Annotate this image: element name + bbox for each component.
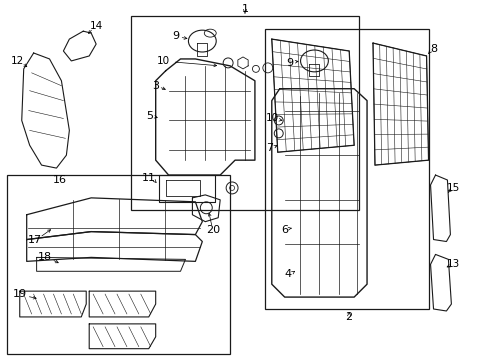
Bar (131, 16, 358, 210)
Text: 18: 18 (38, 252, 52, 262)
Text: 3: 3 (152, 81, 159, 91)
Text: 5: 5 (146, 111, 153, 121)
Text: 10: 10 (157, 56, 170, 66)
Text: 14: 14 (89, 21, 102, 31)
Text: 9: 9 (285, 58, 293, 68)
Bar (7, 175, 230, 354)
Text: 1: 1 (241, 4, 248, 14)
Text: 10: 10 (265, 113, 279, 123)
Text: 17: 17 (27, 234, 41, 244)
Bar (264, 29, 427, 309)
Text: 7: 7 (265, 143, 273, 153)
Text: 12: 12 (11, 56, 24, 66)
Text: 8: 8 (429, 44, 436, 54)
Text: 20: 20 (206, 225, 220, 235)
Text: 4: 4 (284, 269, 291, 279)
Text: 15: 15 (446, 183, 459, 193)
Text: 6: 6 (281, 225, 287, 235)
Text: 19: 19 (13, 289, 27, 299)
Text: 16: 16 (52, 175, 66, 185)
Text: 13: 13 (446, 259, 459, 269)
Text: 9: 9 (172, 31, 179, 41)
Text: 11: 11 (142, 173, 155, 183)
Text: 2: 2 (345, 312, 352, 322)
